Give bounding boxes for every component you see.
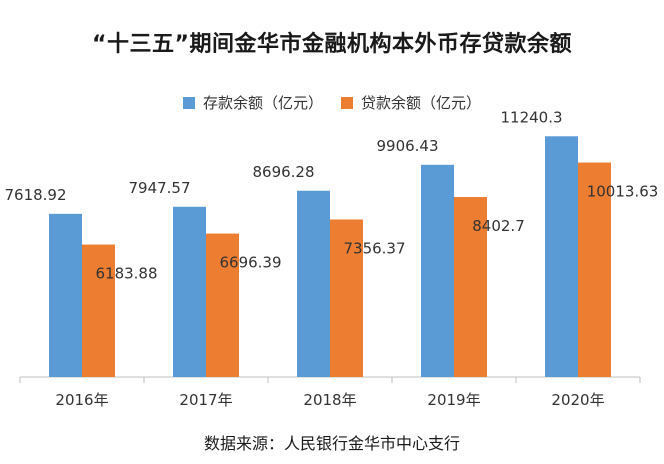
source-note: 数据来源：人民银行金华市中心支行 [203,434,460,453]
legend-label-loan: 贷款余额（亿元） [361,94,482,112]
data-label-loan: 10013.63 [587,183,659,201]
data-label-deposit: 8696.28 [252,163,314,181]
x-tick-label: 2016年 [55,391,108,409]
bar-deposit [545,136,578,377]
data-label-loan: 8402.7 [472,217,525,235]
bar-deposit [49,213,82,377]
chart-title: “十三五”期间金华市金融机构本外币存贷款余额 [92,32,572,57]
bar-deposit [421,164,454,377]
x-tick-label: 2018年 [303,391,356,409]
legend-swatch-deposit [182,96,195,109]
bar-deposit [297,190,330,377]
data-label-loan: 6696.39 [219,254,281,272]
data-label-deposit: 7618.92 [4,186,66,204]
bar-loan [330,219,363,377]
data-label-deposit: 7947.57 [128,179,190,197]
data-label-deposit: 11240.3 [500,108,562,126]
chart-legend: 存款余额（亿元） 贷款余额（亿元） [0,92,664,113]
data-label-deposit: 9906.43 [376,137,438,155]
x-tick-label: 2020年 [551,391,604,409]
legend-item-deposit: 存款余额（亿元） [182,92,323,113]
data-label-loan: 7356.37 [343,239,405,257]
bar-loan [454,197,487,377]
x-tick-label: 2017年 [179,391,232,409]
data-label-loan: 6183.88 [95,265,157,283]
bar-loan [578,162,611,377]
x-tick-label: 2019年 [427,391,480,409]
legend-item-loan: 贷款余额（亿元） [341,92,481,113]
legend-swatch-loan [341,96,353,109]
legend-label-deposit: 存款余额（亿元） [202,94,323,112]
bar-loan [82,244,115,377]
bar-loan [206,233,239,377]
bar-deposit [173,206,206,377]
